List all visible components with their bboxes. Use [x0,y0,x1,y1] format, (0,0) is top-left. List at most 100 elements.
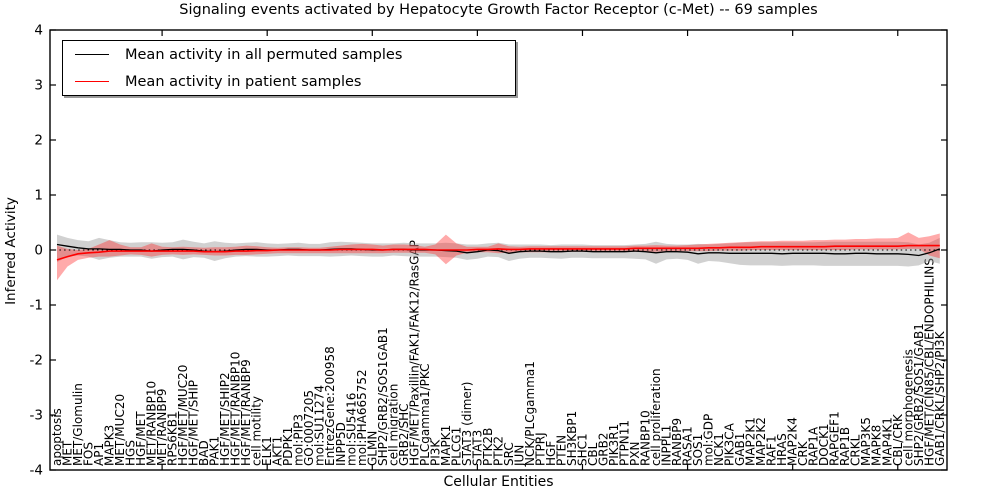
x-category-labels: apoptosisMETMET/GlomulinFOSAP1MAPK3MET/M… [50,240,947,467]
x-tick-label: GRB2 [597,432,611,466]
x-tick-label: PLCgamma1/PKC [418,363,432,466]
x-tick-label: GAB1 [733,433,747,466]
x-tick-label: PIK3R1 [607,424,621,466]
x-tick-label: RAF1 [765,435,779,466]
x-tick-label: MAPK1 [439,425,453,466]
x-tick-label: MET [61,440,75,466]
x-tick-label: RAPGEF1 [828,411,842,466]
y-axis-label: Inferred Activity [3,197,19,305]
x-tick-label: mol:PIP3 [292,414,306,466]
x-tick-label: HGF/MET/SHIP [187,380,201,466]
x-tick-label: JUN [512,445,526,467]
y-axis-ticks: -4 -3 -2 -1 0 1 2 3 4 [30,23,947,479]
x-tick-label: NCK/PLCgamma1 [523,361,537,466]
x-tick-label: GLMN [365,431,379,466]
x-tick-label: apoptosis [50,408,64,466]
x-tick-label: EntrezGene:200958 [323,346,337,466]
x-tick-label: RPS6KB1 [166,411,180,466]
y-tick-label: -2 [30,353,43,369]
legend-row-permuted: Mean activity in all permuted samples [63,41,515,68]
x-tick-label: PIK3CA [723,422,737,466]
y-tick-label: 1 [34,188,43,204]
x-tick-label: RANBP9 [670,418,684,466]
legend: Mean activity in all permuted samples Me… [62,40,516,96]
x-tick-label: PDPK1 [281,427,295,466]
x-tick-label: INPPL1 [660,425,674,466]
x-tick-label: HGF/MET/Paxillin/FAK1/FAK12/RasGAP [407,240,421,466]
x-tick-label: BAD [197,440,211,466]
x-tick-label: FOS [82,442,96,466]
x-tick-label: NCK1 [712,433,726,466]
x-tick-label: MAPK3 [103,425,117,466]
y-tick-label: 2 [34,133,43,149]
x-tick-label: RAP1B [838,427,852,466]
x-tick-label: cell motility [250,396,264,466]
x-tick-label: HGF/MET/SHIP2 [218,372,232,466]
x-tick-label: CRKL [849,434,863,466]
patient-line-swatch [75,81,109,82]
x-tick-label: HGF/MET [134,411,148,466]
y-tick-label: 0 [34,243,43,259]
x-tick-label: SRC [502,442,516,466]
x-tick-label: HGF/MET/RANBP9 [239,359,253,466]
y-tick-label: 4 [34,23,43,39]
x-tick-label: RASA1 [681,426,695,466]
x-tick-label: MAPK8 [870,425,884,466]
x-tick-label: MET/RANBP9 [155,389,169,466]
permuted-line-swatch [75,54,109,55]
x-tick-label: mol:PHA665752 [355,369,369,466]
x-tick-label: SHC1 [576,433,590,466]
x-axis-ticks [161,30,899,470]
x-tick-label: PI3K [428,439,442,466]
legend-label-patient: Mean activity in patient samples [125,73,362,90]
x-tick-label: HGF [544,441,558,466]
x-tick-label: MAP3K5 [859,417,873,466]
x-tick-label: RANBP10 [639,410,653,466]
x-tick-label: mol:SU11274 [313,385,327,466]
x-tick-label: AKT1 [271,436,285,466]
x-tick-label: SHP2/GRB2/SOS1/GAB1 [912,323,926,466]
x-tick-label: cell morphogenesis [901,349,915,466]
x-tick-label: PTEN [555,435,569,466]
x-tick-label: PTPN11 [618,420,632,466]
x-tick-label: cell proliferation [649,368,663,466]
x-tick-label: INPP5D [334,422,348,466]
x-tick-label: PTPRJ [533,432,547,466]
x-tick-label: PTK2 [491,436,505,466]
x-tick-label: CBL [586,442,600,466]
patient-mean-line [56,244,940,261]
x-tick-label: PTK2B [481,428,495,466]
y-tick-label: 3 [34,78,43,94]
x-tick-label: MET/Glomulin [71,383,85,466]
x-tick-label: mol:GDP [702,414,716,466]
y-tick-label: -4 [30,463,43,479]
x-tick-label: STAT3 (dimer) [460,382,474,466]
x-tick-label: PAK1 [208,436,222,466]
y-tick-label: -1 [30,298,43,314]
x-tick-label: MAP2K4 [786,417,800,466]
patient-band [57,232,940,281]
x-tick-label: HGF/MET/CIN85/CBL/ENDOPHILINS [922,258,936,466]
x-tick-label: CRK [796,440,810,466]
x-tick-label: CBL/CRK [891,413,905,466]
x-tick-label: HGF/MET/RANBP10 [229,352,243,466]
legend-row-patient: Mean activity in patient samples [63,68,515,95]
chart-title: Signaling events activated by Hepatocyte… [179,2,818,18]
x-tick-label: MAP2K2 [754,417,768,466]
legend-label-permuted: Mean activity in all permuted samples [125,46,403,63]
x-tick-label: PLCG1 [449,427,463,466]
x-tick-label: STAT3 [470,430,484,466]
x-tick-label: ELK1 [260,436,274,466]
x-tick-label: SHP2/GRB2/SOS1GAB1 [376,327,390,466]
x-tick-label: DOCK1 [817,423,831,466]
y-tick-label: -3 [30,408,43,424]
x-tick-label: MET/RANBP10 [145,381,159,466]
x-axis-label: Cellular Entities [443,474,554,490]
x-tick-label: SOS1 [691,434,705,466]
x-tick-label: mol:SU5416 [344,393,358,466]
x-tick-label: HGS [124,440,138,466]
x-tick-label: MAP4K1 [880,417,894,466]
x-tick-label: HGF/MET/MUC20 [176,365,190,466]
